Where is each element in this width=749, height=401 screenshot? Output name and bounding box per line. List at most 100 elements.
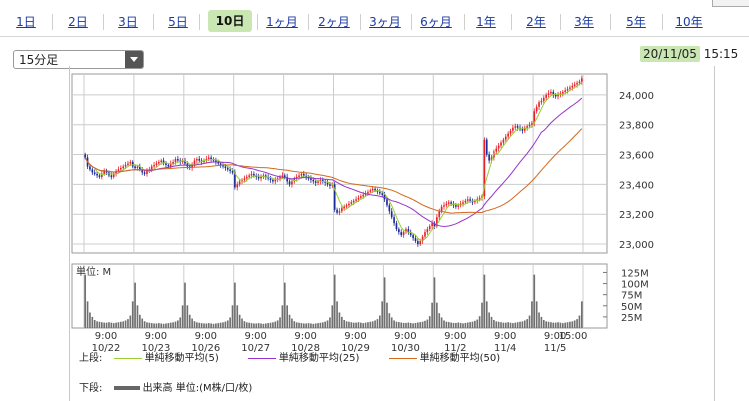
x-tick-date: 10/29 <box>341 343 370 354</box>
volume-bar <box>336 301 338 328</box>
volume-bar <box>547 321 550 328</box>
corner-button[interactable] <box>712 0 749 7</box>
candle-body <box>174 159 177 163</box>
tab-2日[interactable]: 2日 <box>68 15 88 29</box>
candle-body <box>119 167 122 170</box>
tab-2ヶ月[interactable]: 2ヶ月 <box>318 15 350 29</box>
volume-bar <box>405 322 407 328</box>
x-tick-date: 10/30 <box>391 343 420 354</box>
candle-body <box>514 126 517 128</box>
candle-body <box>224 166 227 168</box>
volume-bar <box>110 322 113 328</box>
candle-body <box>136 166 139 168</box>
tab-5年[interactable]: 5年 <box>626 15 646 29</box>
volume-bar <box>550 322 552 328</box>
candle-body <box>269 178 272 180</box>
candle-body <box>545 94 548 98</box>
volume-bar <box>452 322 455 328</box>
candle-body <box>210 157 212 160</box>
volume-bar <box>355 322 357 328</box>
candle-body <box>502 139 505 143</box>
candle-body <box>314 181 317 183</box>
volume-bar <box>424 320 426 328</box>
x-tick-time: 9:00 <box>344 331 366 342</box>
candle-body <box>507 133 509 137</box>
candle-body <box>371 188 374 191</box>
candle-body <box>203 160 205 163</box>
volume-bar <box>374 320 376 328</box>
tab-1日[interactable]: 1日 <box>16 15 36 29</box>
candle-body <box>139 166 141 170</box>
candle-body <box>474 200 476 203</box>
candle-body <box>483 139 486 197</box>
candle-body <box>573 84 576 86</box>
volume-bar <box>364 322 367 328</box>
volume-bar <box>540 316 543 328</box>
candle-body <box>379 191 381 194</box>
candle-body <box>333 184 336 210</box>
candle-body <box>291 181 293 185</box>
legend-upper-row: 上段: 単純移動平均(5) 単純移動平均(25) 単純移動平均(50) <box>79 352 518 366</box>
candle-body <box>98 175 101 177</box>
volume-bar <box>421 321 424 328</box>
volume-bar <box>226 320 229 328</box>
volume-bar <box>143 321 146 328</box>
candle-body <box>407 229 410 233</box>
candle-body <box>490 157 493 161</box>
candle-body <box>400 232 403 236</box>
tab-10日[interactable]: 10日 <box>208 10 252 32</box>
candle-body <box>196 159 198 161</box>
tab-1ヶ月[interactable]: 1ヶ月 <box>266 15 298 29</box>
volume-bar <box>84 274 87 328</box>
x-tick-time: 9:00 <box>494 331 516 342</box>
chevron-down-icon[interactable] <box>125 51 143 68</box>
candle-body <box>226 167 229 170</box>
tab-3ヶ月[interactable]: 3ヶ月 <box>369 15 401 29</box>
volume-tick-label: 75M <box>621 291 642 302</box>
volume-bar <box>112 323 115 328</box>
volume-bar <box>229 317 231 328</box>
candle-body <box>129 162 132 164</box>
volume-bar <box>188 314 191 328</box>
volume-bar <box>561 323 564 328</box>
tab-6ヶ月[interactable]: 6ヶ月 <box>420 15 452 29</box>
tab-2年[interactable]: 2年 <box>526 15 546 29</box>
tab-separator <box>308 14 309 30</box>
volume-bar <box>464 322 467 328</box>
candle-body <box>431 223 433 227</box>
volume-bar <box>200 323 203 328</box>
volume-bar <box>526 319 528 328</box>
volume-bar <box>497 321 500 328</box>
x-tick-time: 9:00 <box>444 331 466 342</box>
volume-bar <box>476 319 479 328</box>
candle-body <box>122 166 125 168</box>
volume-bar <box>162 323 165 328</box>
candle-body <box>158 162 160 164</box>
candle-body <box>359 196 362 198</box>
tab-1年[interactable]: 1年 <box>476 15 496 29</box>
volume-bar <box>533 274 536 328</box>
candle-body <box>390 211 393 218</box>
volume-bar <box>231 305 234 328</box>
tab-5日[interactable]: 5日 <box>168 15 188 29</box>
candle-body <box>155 163 158 165</box>
volume-bar <box>502 322 505 328</box>
tab-10年[interactable]: 10年 <box>675 15 703 29</box>
legend-ma5: 単純移動平均(5) <box>106 352 219 366</box>
volume-bar <box>283 282 286 328</box>
volume-bar <box>447 322 450 328</box>
x-tick-date: 10/23 <box>141 343 170 354</box>
legend-volume-label: 出来高 単位:(M株/口/枚) <box>142 383 253 394</box>
legend-lower-row: 下段: 出来高 単位:(M株/口/枚) <box>79 382 270 396</box>
volume-bar <box>362 323 365 328</box>
legend-ma5-label: 単純移動平均(5) <box>144 353 219 364</box>
volume-bar <box>407 322 410 328</box>
volume-bar <box>393 320 395 328</box>
volume-bar <box>198 322 201 328</box>
tab-separator <box>560 14 561 30</box>
interval-select[interactable]: 15分足 <box>13 50 144 69</box>
volume-bar <box>469 322 471 328</box>
tab-3日[interactable]: 3日 <box>118 15 138 29</box>
tab-3年[interactable]: 3年 <box>574 15 594 29</box>
